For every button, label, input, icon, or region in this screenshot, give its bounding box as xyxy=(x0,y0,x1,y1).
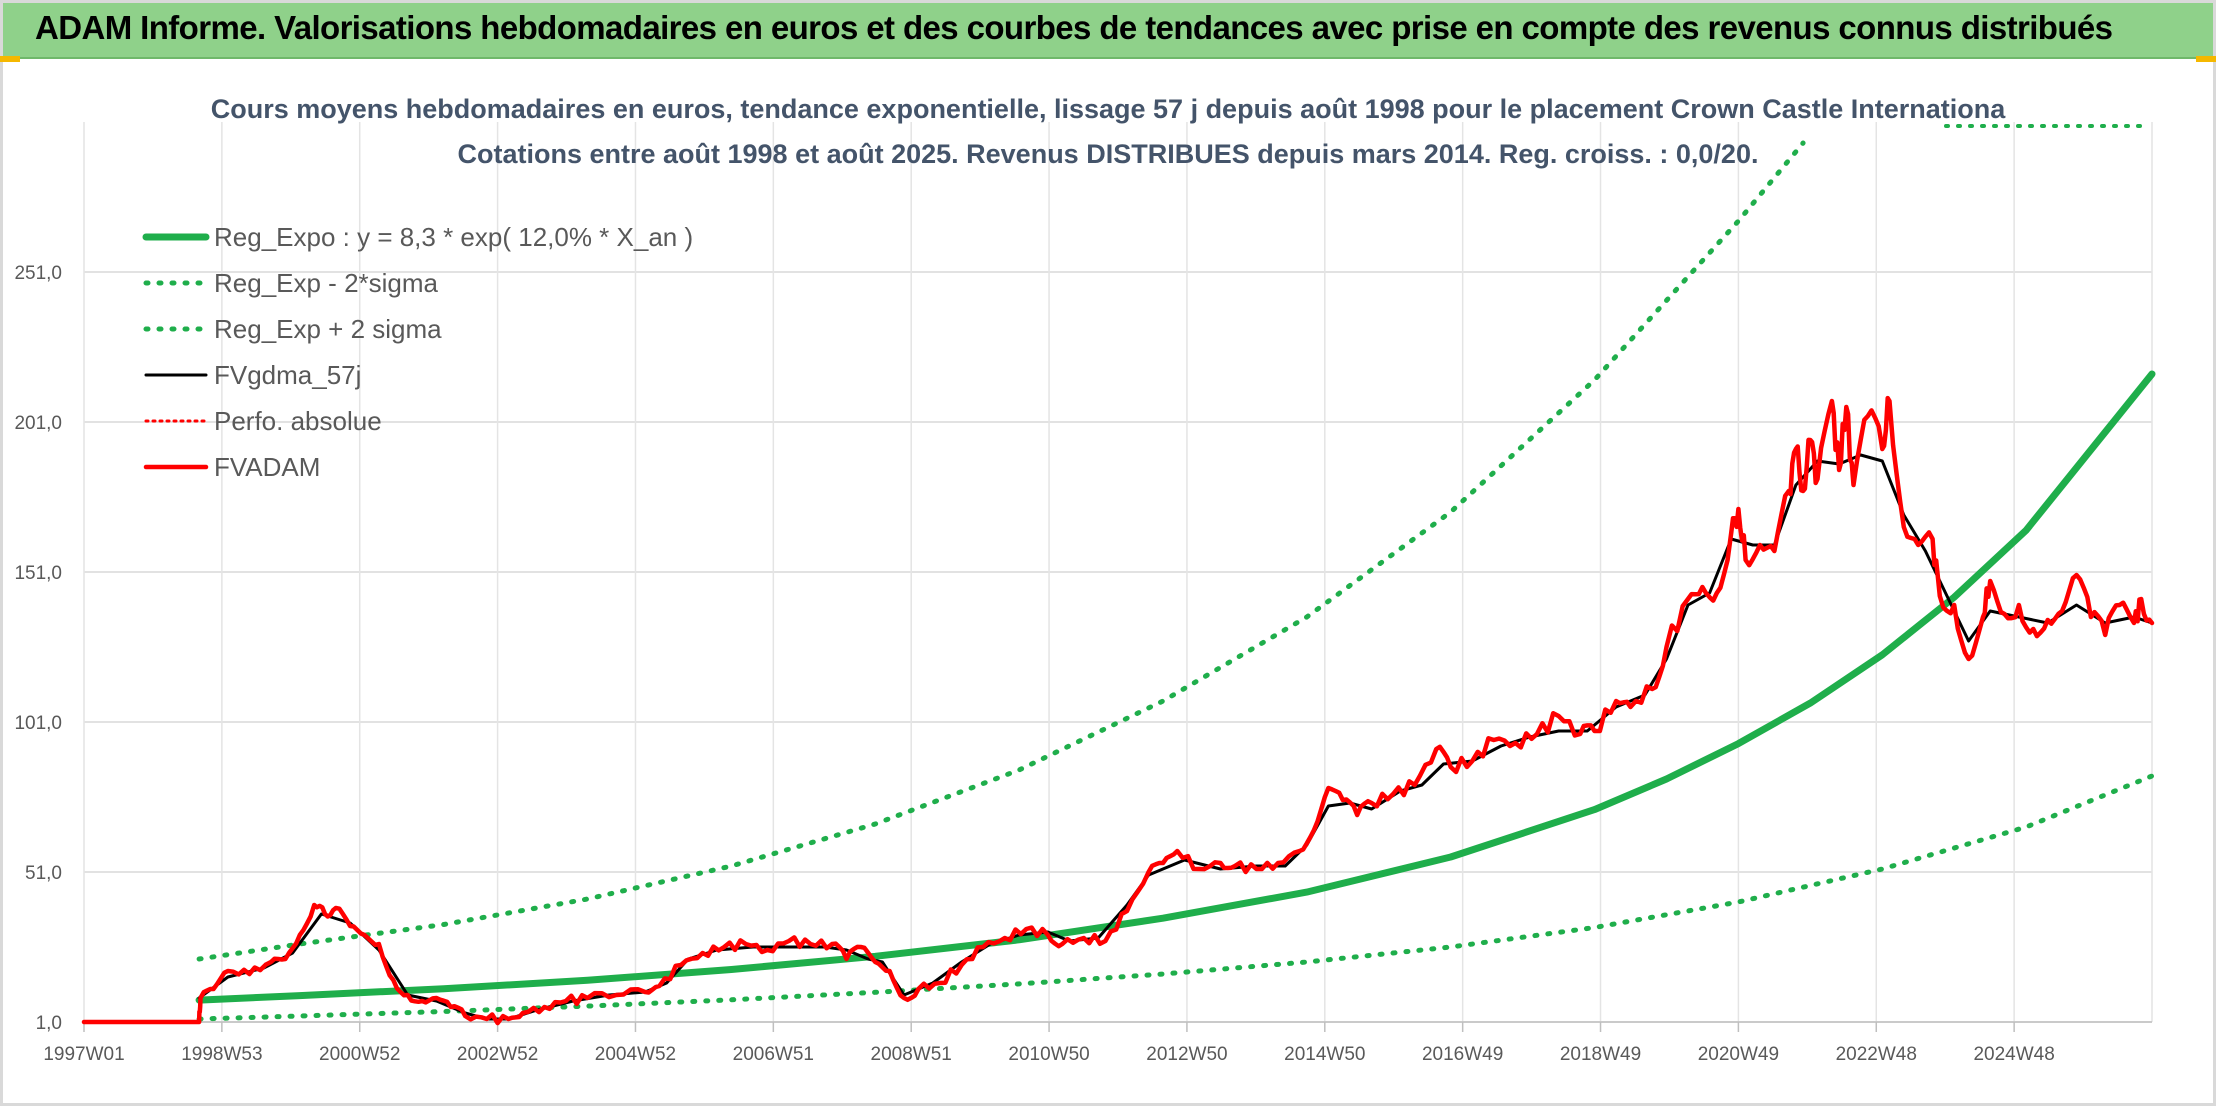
x-tick-label: 2004W52 xyxy=(595,1044,676,1065)
report-title: ADAM Informe. Valorisations hebdomadaire… xyxy=(35,9,2113,46)
legend-label-reg-exp-plus-2sigma: Reg_Exp + 2 sigma xyxy=(214,314,442,344)
x-axis-ticks: 1997W01 1998W53 2000W52 2002W52 2004W52 2006W… xyxy=(43,1022,2055,1065)
legend: Reg_Expo : y = 8,3 * exp( 12,0% * X_an )… xyxy=(142,222,693,482)
y-tick-label: 251,0 xyxy=(14,263,62,284)
x-tick-label: 2000W52 xyxy=(319,1044,400,1065)
legend-label-reg-expo: Reg_Expo : y = 8,3 * exp( 12,0% * X_an ) xyxy=(214,222,693,252)
header-banner: ADAM Informe. Valorisations hebdomadaire… xyxy=(3,3,2213,59)
x-tick-label: 2016W49 xyxy=(1422,1044,1503,1065)
corner-marker-right xyxy=(2196,56,2216,62)
plot-area xyxy=(81,140,2156,1026)
y-axis-ticks: 1,0 51,0 101,0 151,0 201,0 251,0 xyxy=(14,263,62,1034)
legend-label-perfo-absolue: Perfo. absolue xyxy=(214,406,382,436)
y-tick-label: 151,0 xyxy=(14,563,62,584)
x-tick-label: 2010W50 xyxy=(1008,1044,1089,1065)
x-tick-label: 2024W48 xyxy=(1973,1044,2054,1065)
corner-marker-left xyxy=(0,56,20,62)
series-line-reg-expo xyxy=(195,370,2156,1004)
x-tick-label: 2014W50 xyxy=(1284,1044,1365,1065)
series-line-reg-exp-plus-2sigma xyxy=(196,140,1806,962)
chart-subtitle: Cotations entre août 1998 et août 2025. … xyxy=(458,139,1759,169)
series-line-fvadam xyxy=(81,395,2155,1026)
x-tick-label: 2006W51 xyxy=(733,1044,814,1065)
x-tick-label: 2020W49 xyxy=(1698,1044,1779,1065)
x-tick-label: 2018W49 xyxy=(1560,1044,1641,1065)
x-tick-label: 2008W51 xyxy=(871,1044,952,1065)
chart-grid xyxy=(83,122,2153,1023)
x-tick-label: 2012W50 xyxy=(1146,1044,1227,1065)
series-line-fvgdma-57j xyxy=(197,453,2154,1021)
x-tick-label: 1998W53 xyxy=(181,1044,262,1065)
x-tick-label: 2022W48 xyxy=(1836,1044,1917,1065)
chart-title: Cours moyens hebdomadaires en euros, ten… xyxy=(211,94,2006,124)
legend-label-reg-exp-minus-2sigma: Reg_Exp - 2*sigma xyxy=(214,268,439,298)
x-tick-label: 2002W52 xyxy=(457,1044,538,1065)
legend-label-fvgdma-57j: FVgdma_57j xyxy=(214,360,361,390)
y-tick-label: 1,0 xyxy=(36,1013,62,1034)
legend-label-fvadam: FVADAM xyxy=(214,452,320,482)
series-line-reg-exp-minus-2sigma xyxy=(196,773,2155,1022)
y-tick-label: 51,0 xyxy=(25,863,62,884)
x-tick-label: 1997W01 xyxy=(43,1044,124,1065)
y-tick-label: 101,0 xyxy=(14,713,62,734)
y-tick-label: 201,0 xyxy=(14,413,62,434)
